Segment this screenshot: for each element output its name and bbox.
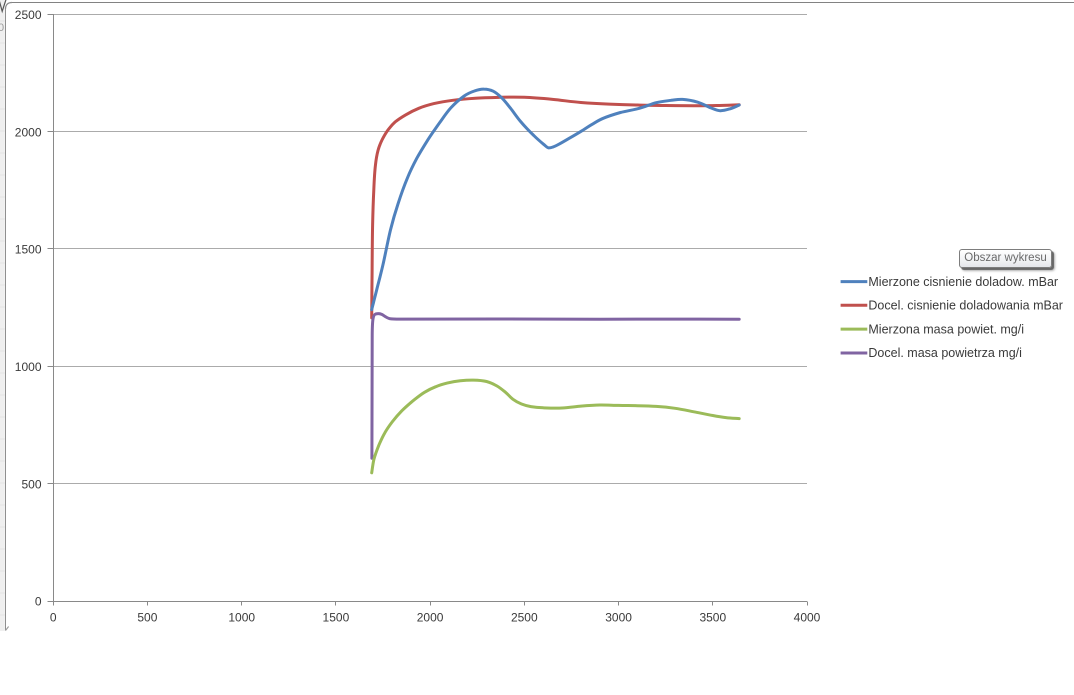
svg-text:500: 500 <box>137 611 157 625</box>
svg-text:0: 0 <box>35 595 42 609</box>
svg-text:3500: 3500 <box>699 611 726 625</box>
svg-text:Docel. cisnienie doladowania m: Docel. cisnienie doladowania mBar <box>868 298 1063 312</box>
svg-text:0: 0 <box>50 611 57 625</box>
svg-text:1500: 1500 <box>323 611 350 625</box>
svg-text:3000: 3000 <box>605 611 632 625</box>
svg-text:1000: 1000 <box>228 611 255 625</box>
svg-text:1000: 1000 <box>15 360 42 374</box>
svg-text:2500: 2500 <box>511 611 538 625</box>
svg-text:Docel. masa powietrza mg/i: Docel. masa powietrza mg/i <box>868 346 1022 360</box>
svg-text:Mierzone cisnienie doladow. mB: Mierzone cisnienie doladow. mBar <box>868 275 1058 289</box>
svg-text:500: 500 <box>21 477 41 491</box>
svg-text:1500: 1500 <box>15 243 42 257</box>
svg-text:4000: 4000 <box>794 611 821 625</box>
svg-text:Mierzona masa powiet. mg/i: Mierzona masa powiet. mg/i <box>868 322 1024 336</box>
svg-text:2500: 2500 <box>15 8 42 22</box>
svg-text:0: 0 <box>0 22 4 34</box>
svg-text:2000: 2000 <box>15 125 42 139</box>
svg-text:2000: 2000 <box>417 611 444 625</box>
